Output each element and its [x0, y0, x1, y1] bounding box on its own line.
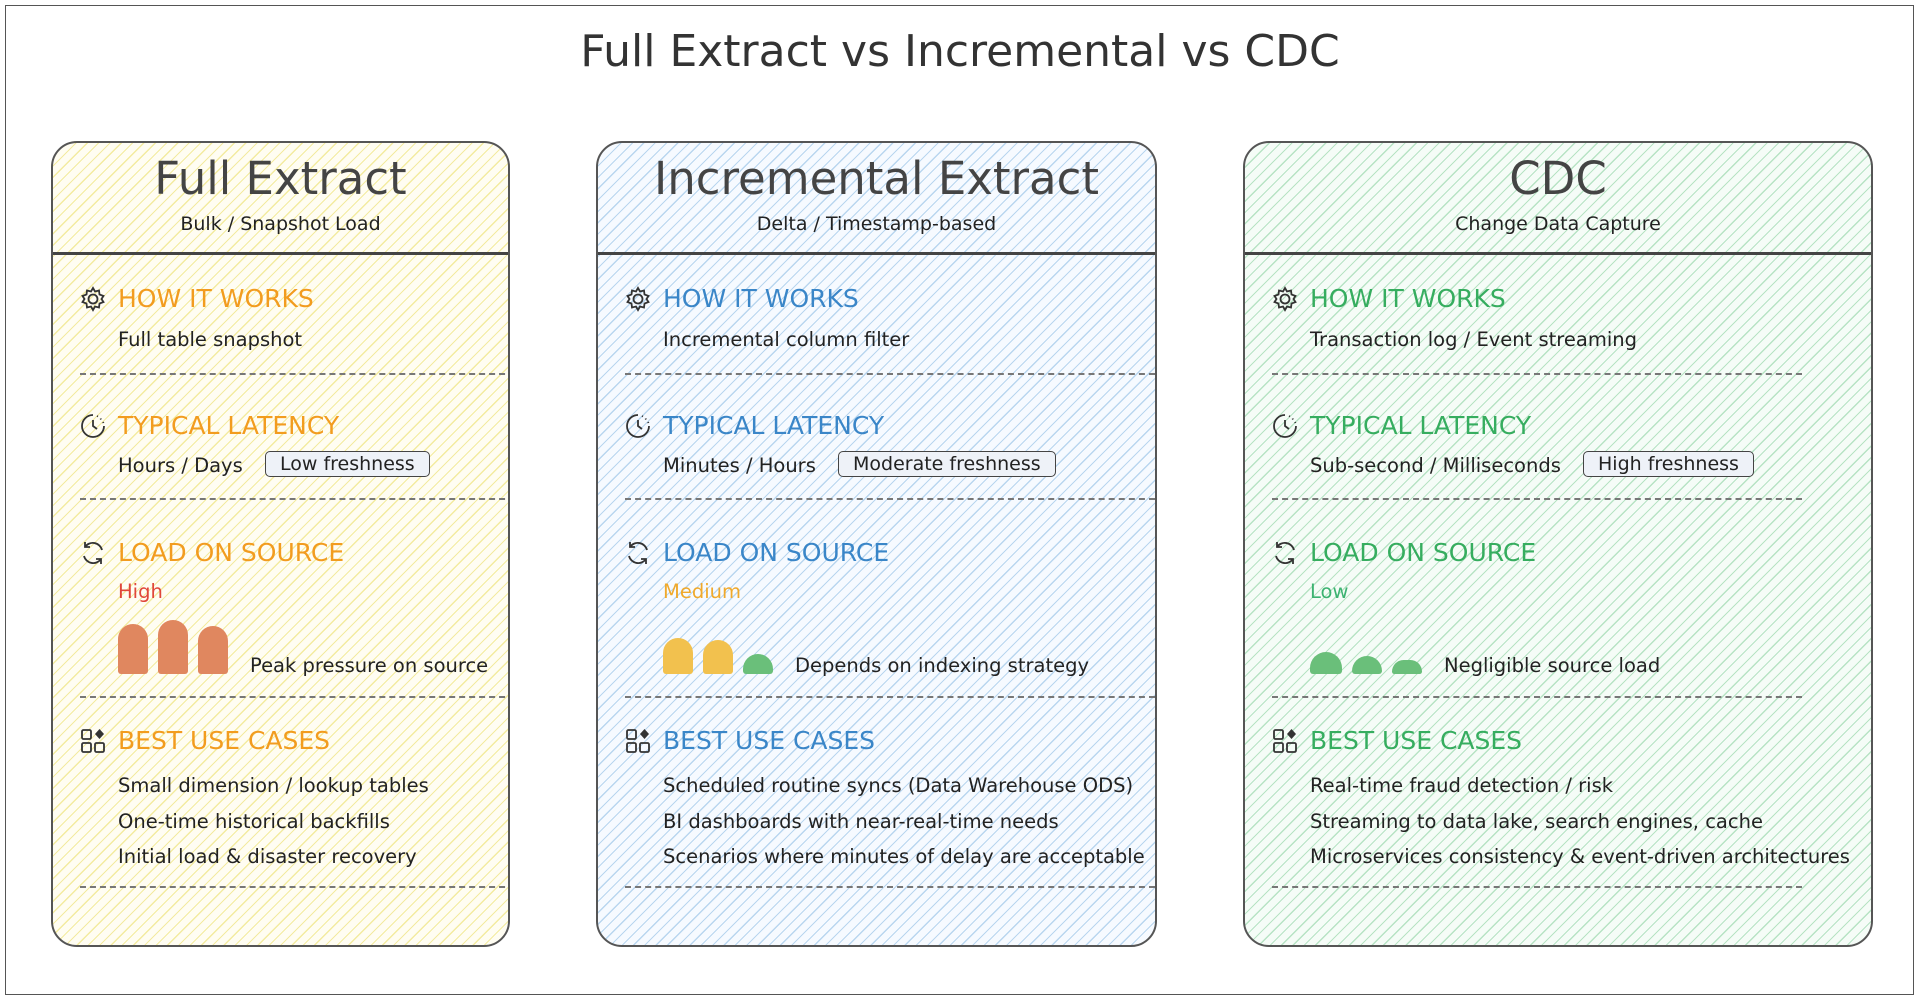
section-icon: [1271, 412, 1299, 444]
use-case-item: Small dimension / lookup tables: [118, 774, 429, 797]
use-case-item: Streaming to data lake, search engines, …: [1310, 809, 1763, 833]
use-case-item: Scenarios where minutes of delay are acc…: [663, 845, 1145, 868]
column-subtitle: Delta / Timestamp-based: [756, 213, 997, 235]
freshness-badge: Moderate freshness: [838, 451, 1056, 477]
section-text: Transaction log / Event streaming: [1310, 328, 1637, 351]
section-icon: [624, 539, 652, 571]
dotted-divider: [80, 373, 508, 375]
load-level: High: [118, 580, 163, 603]
freshness-badge: High freshness: [1583, 451, 1754, 477]
section-icon: [624, 727, 652, 759]
dotted-divider: [1272, 373, 1802, 375]
section-icon: [79, 727, 107, 759]
load-bump: [158, 620, 188, 674]
dotted-divider: [1272, 696, 1802, 698]
section-text: Incremental column filter: [663, 328, 910, 351]
frame: [5, 5, 1914, 995]
section-heading: LOAD ON SOURCE: [118, 538, 345, 567]
load-bump: [743, 654, 773, 674]
column-title: Incremental Extract: [654, 152, 1099, 205]
header-divider: [598, 252, 1155, 255]
column-title: Full Extract: [154, 152, 407, 205]
load-bump: [118, 624, 148, 674]
section-icon: [79, 539, 107, 571]
section-heading: LOAD ON SOURCE: [663, 538, 890, 567]
column-card: CDC Change Data Capture HOW IT WORKS Transa…: [1243, 141, 1873, 947]
use-case-item: Real-time fraud detection / risk: [1310, 774, 1614, 797]
dotted-divider: [625, 886, 1155, 888]
section-heading: HOW IT WORKS: [663, 284, 859, 313]
page-title: Full Extract vs Incremental vs CDC: [580, 26, 1340, 77]
load-bump: [703, 640, 733, 674]
section-heading: HOW IT WORKS: [1310, 284, 1506, 313]
column-card: Incremental Extract Delta / Timestamp-bas…: [596, 141, 1157, 947]
dotted-divider: [1272, 498, 1802, 500]
section-heading: TYPICAL LATENCY: [663, 411, 885, 440]
use-case-item: Initial load & disaster recovery: [118, 845, 417, 868]
use-case-item: Scheduled routine syncs (Data Warehouse …: [663, 774, 1134, 797]
load-level: Medium: [663, 580, 741, 603]
section-heading: BEST USE CASES: [1310, 726, 1523, 755]
column-card: Full Extract Bulk / Snapshot Load HOW IT W…: [51, 141, 510, 947]
section-icon: [624, 285, 652, 317]
latency-text: Minutes / Hours: [663, 454, 816, 477]
section-heading: HOW IT WORKS: [118, 284, 314, 313]
header-divider: [53, 252, 508, 255]
section-heading: TYPICAL LATENCY: [118, 411, 340, 440]
freshness-badge: Low freshness: [265, 451, 430, 477]
section-text: Full table snapshot: [118, 328, 303, 351]
section-heading: TYPICAL LATENCY: [1310, 411, 1532, 440]
dotted-divider: [625, 498, 1155, 500]
section-icon: [624, 412, 652, 444]
latency-text: Sub-second / Milliseconds: [1310, 454, 1561, 477]
dotted-divider: [80, 886, 508, 888]
section-icon: [1271, 539, 1299, 571]
section-heading: BEST USE CASES: [663, 726, 876, 755]
latency-text: Hours / Days: [118, 454, 243, 477]
section-icon: [79, 412, 107, 444]
dotted-divider: [80, 696, 508, 698]
use-case-item: BI dashboards with near-real-time needs: [663, 809, 1059, 833]
section-icon: [79, 285, 107, 317]
dotted-divider: [1272, 886, 1802, 888]
load-bump: [663, 638, 693, 674]
load-bump: [1392, 660, 1422, 674]
column-subtitle: Bulk / Snapshot Load: [180, 213, 381, 235]
section-icon: [1271, 727, 1299, 759]
column-subtitle: Change Data Capture: [1455, 213, 1661, 235]
load-bump: [198, 626, 228, 674]
dotted-divider: [625, 373, 1155, 375]
load-note: Negligible source load: [1444, 654, 1661, 677]
load-note: Peak pressure on source: [250, 654, 489, 677]
section-icon: [1271, 285, 1299, 317]
load-bump: [1352, 656, 1382, 674]
column-title: CDC: [1509, 152, 1607, 205]
dotted-divider: [80, 498, 508, 500]
load-bump: [1310, 652, 1342, 674]
section-heading: BEST USE CASES: [118, 726, 331, 755]
load-level: Low: [1310, 580, 1349, 603]
load-note: Depends on indexing strategy: [795, 654, 1090, 677]
dotted-divider: [625, 696, 1155, 698]
use-case-item: One-time historical backfills: [118, 809, 390, 833]
use-case-item: Microservices consistency & event-driven…: [1310, 845, 1850, 868]
section-heading: LOAD ON SOURCE: [1310, 538, 1537, 567]
header-divider: [1245, 252, 1871, 255]
